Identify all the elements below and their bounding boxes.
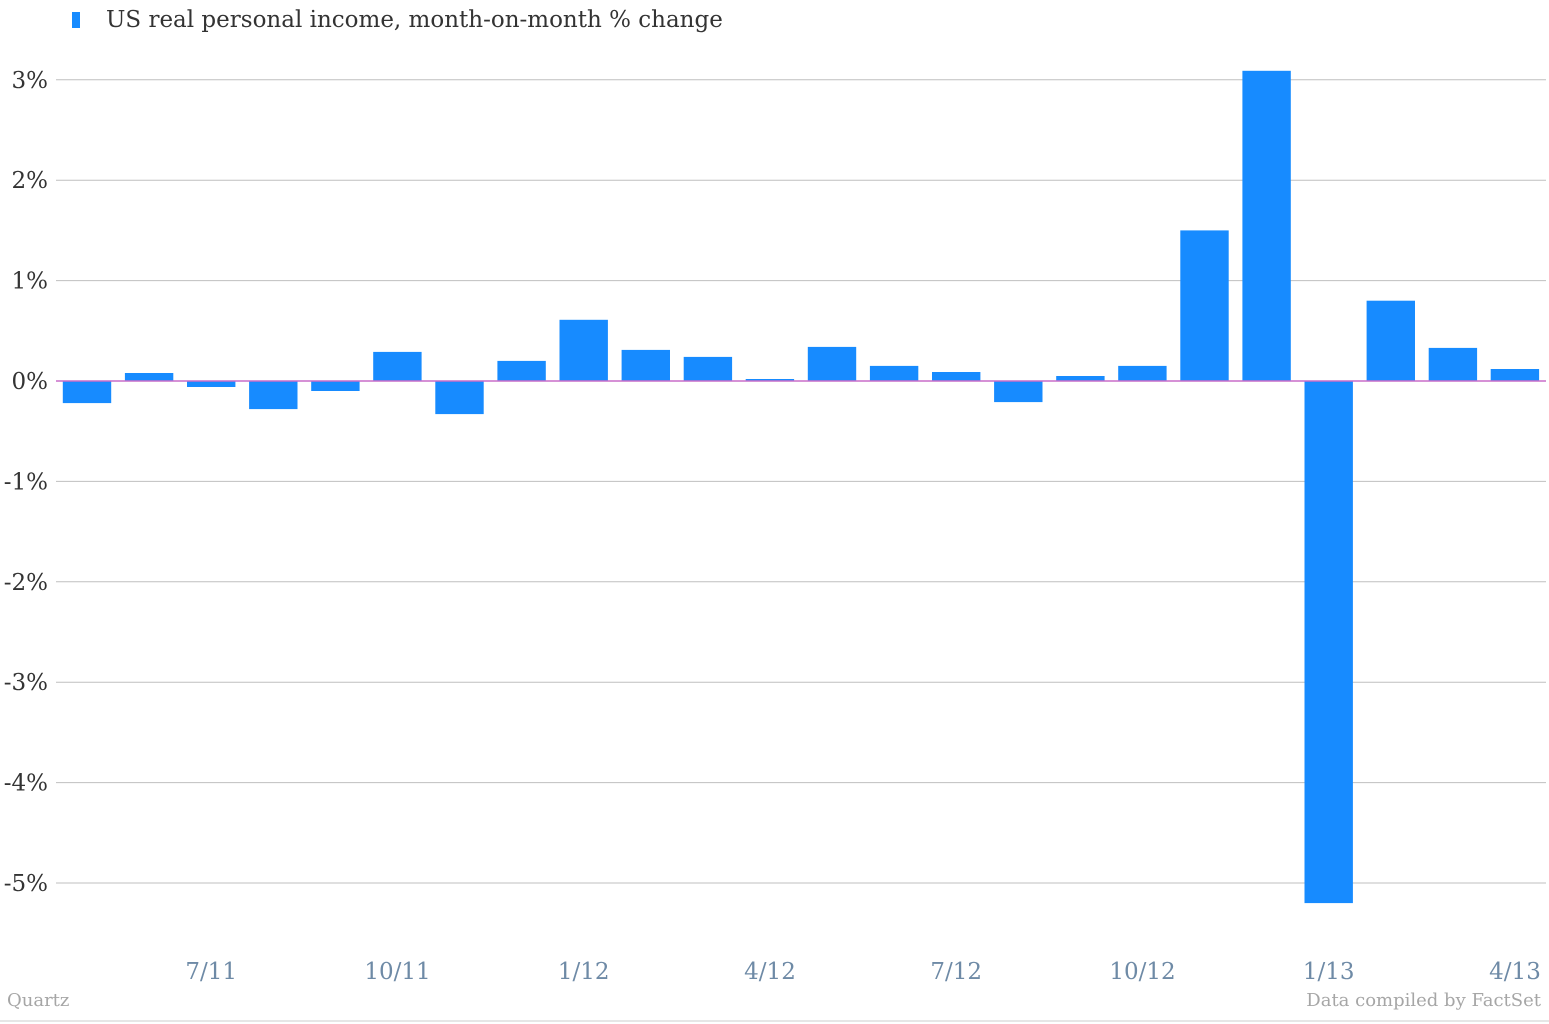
footer-credit: Quartz	[7, 990, 70, 1011]
bar	[497, 360, 546, 381]
gridlines	[56, 79, 1546, 884]
bar	[1118, 365, 1167, 381]
bars	[62, 70, 1540, 904]
bar	[249, 381, 298, 410]
y-tick-label: 1%	[12, 269, 49, 295]
x-tick-label: 7/11	[185, 959, 237, 985]
bar	[1242, 70, 1291, 382]
bar	[621, 349, 670, 381]
y-tick-label: -3%	[4, 670, 48, 696]
bar	[869, 365, 919, 381]
bar	[1180, 230, 1229, 381]
x-tick-label: 10/11	[364, 959, 430, 985]
legend-swatch	[72, 12, 80, 28]
y-tick-label: 3%	[12, 68, 49, 94]
bottom-divider	[0, 1020, 1549, 1022]
bar	[62, 381, 112, 404]
bar	[932, 372, 981, 381]
y-tick-label: 2%	[12, 168, 49, 194]
x-tick-label: 10/12	[1109, 959, 1175, 985]
bar	[1428, 347, 1478, 381]
x-tick-label: 4/13	[1489, 959, 1541, 985]
y-tick-label: -5%	[4, 871, 48, 897]
bar	[745, 379, 795, 381]
bar	[559, 319, 608, 381]
y-axis-tick-labels: 3% 2% 1% 0% -1% -2% -3% -4% -5%	[4, 68, 48, 897]
bar	[683, 356, 733, 381]
bar	[373, 351, 422, 381]
bar	[1056, 376, 1105, 381]
bar	[187, 381, 236, 387]
bar	[124, 373, 174, 381]
x-axis-tick-labels: 7/11 10/11 1/12 4/12 7/12 10/12 1/13 4/13	[185, 959, 1540, 985]
bar	[1304, 381, 1353, 904]
x-tick-label: 7/12	[930, 959, 982, 985]
legend-label: US real personal income, month-on-month …	[106, 7, 723, 33]
y-tick-label: -4%	[4, 771, 48, 797]
x-tick-label: 1/13	[1303, 959, 1355, 985]
x-tick-label: 4/12	[744, 959, 796, 985]
bar	[994, 381, 1043, 403]
y-tick-label: -2%	[4, 570, 48, 596]
bar-chart: 3% 2% 1% 0% -1% -2% -3% -4% -5% 7/11 10/11 1/12 4/1…	[4, 68, 1546, 985]
bar	[311, 381, 360, 391]
footer-source: Data compiled by FactSet	[1306, 990, 1541, 1011]
bar	[1490, 369, 1540, 381]
y-tick-label: 0%	[12, 369, 49, 395]
y-tick-label: -1%	[4, 469, 48, 495]
x-tick-label: 1/12	[558, 959, 610, 985]
bar	[435, 381, 484, 415]
bar	[807, 346, 857, 381]
legend: US real personal income, month-on-month …	[72, 4, 723, 36]
bar	[1366, 300, 1415, 381]
